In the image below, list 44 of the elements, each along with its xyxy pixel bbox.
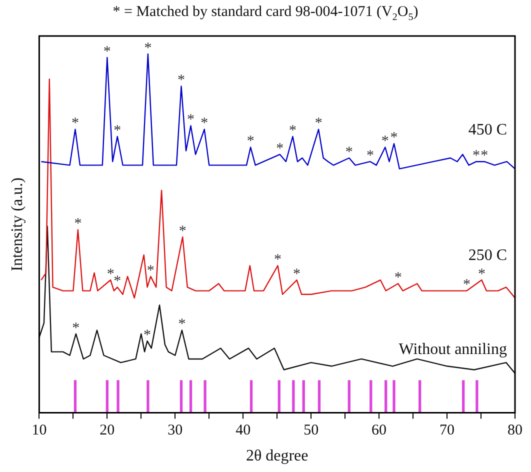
annotation: * xyxy=(390,130,398,146)
annotation: * xyxy=(462,277,470,294)
x-tick-label: 20 xyxy=(100,422,115,439)
x-tick-label: 80 xyxy=(508,422,522,439)
annotation: * xyxy=(293,266,301,282)
annotation: * xyxy=(345,144,353,160)
annotation: * xyxy=(178,72,186,89)
series-label: 450 C xyxy=(468,121,507,138)
annotation: * xyxy=(144,327,152,344)
annotation: * xyxy=(114,122,122,139)
annotation: * xyxy=(478,266,486,282)
annotation: * xyxy=(394,270,402,286)
annotation: * xyxy=(144,40,152,56)
annotation: * xyxy=(71,116,79,132)
annotation: * xyxy=(480,148,488,164)
annotation: * xyxy=(74,216,82,232)
x-tick-label: 70 xyxy=(440,422,455,439)
annotation: * xyxy=(366,148,374,164)
annotation: * xyxy=(472,148,480,164)
x-tick-label: 60 xyxy=(372,422,387,439)
y-axis-title: Intensity (a.u.) xyxy=(8,178,26,272)
annotation: * xyxy=(106,266,114,282)
annotation: * xyxy=(288,122,296,139)
series-label: 250 C xyxy=(468,247,507,264)
x-tick-label: 50 xyxy=(304,422,319,439)
annotation: * xyxy=(72,320,80,336)
x-tick-label: 10 xyxy=(32,422,47,439)
annotation: * xyxy=(314,116,322,132)
annotation: * xyxy=(114,274,122,290)
x-axis-title: 2θ degree xyxy=(246,448,308,465)
annotation: * xyxy=(178,223,186,240)
x-tick-label: 30 xyxy=(168,422,183,439)
annotation: * xyxy=(178,316,186,333)
annotation: * xyxy=(187,112,195,128)
annotation: * xyxy=(276,140,284,157)
series-label: Without anniling xyxy=(398,340,507,358)
annotation: * xyxy=(274,252,282,268)
x-tick-label: 40 xyxy=(236,422,251,439)
annotation: * xyxy=(103,44,111,60)
annotation: * xyxy=(146,262,154,279)
annotation: * xyxy=(381,134,389,150)
annotation: * xyxy=(200,116,208,132)
annotation: * xyxy=(246,134,254,150)
chart-title: * = Matched by standard card 98-004-1071 (V$_{2}$O$_{5}$) xyxy=(112,4,420,23)
